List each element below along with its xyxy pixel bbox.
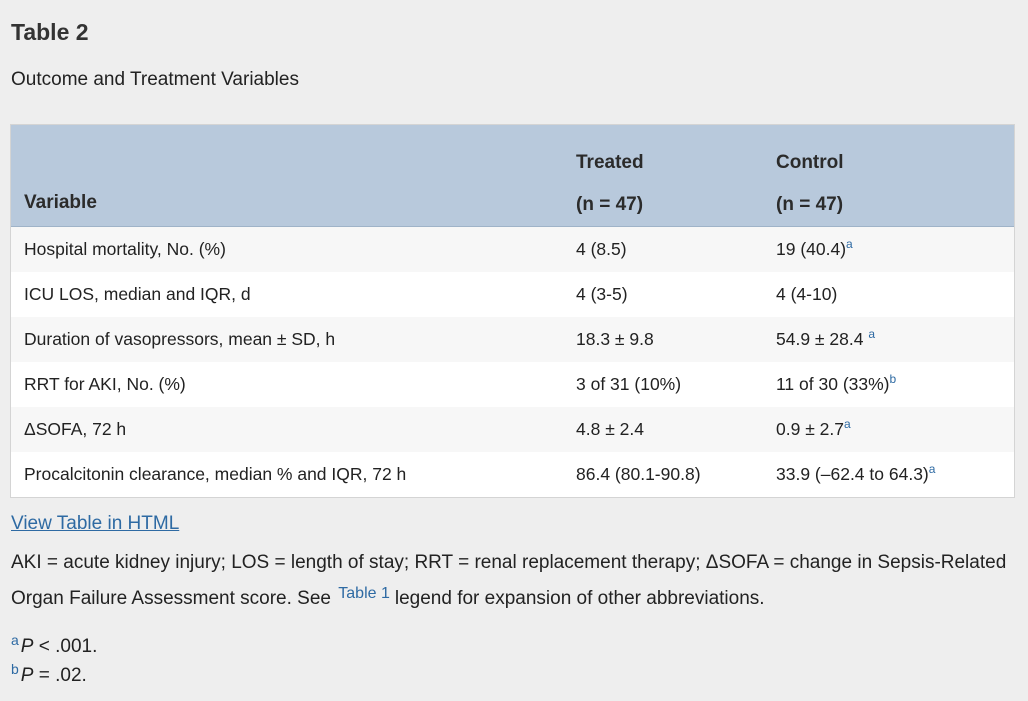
table-title: Table 2 xyxy=(11,19,89,45)
variable-header-label: Variable xyxy=(24,192,97,213)
header-row: Variable Treated (n = 47) Control (n = 4… xyxy=(11,125,1014,227)
data-table: Variable Treated (n = 47) Control (n = 4… xyxy=(11,125,1014,497)
cell-variable: RRT for AKI, No. (%) xyxy=(24,374,186,394)
cell-variable: ICU LOS, median and IQR, d xyxy=(24,284,251,304)
cell-treated: 4 (8.5) xyxy=(576,239,627,259)
column-header-variable: Variable xyxy=(11,125,576,227)
cell-treated: 4.8 ± 2.4 xyxy=(576,419,644,439)
cell-treated: 3 of 31 (10%) xyxy=(576,374,682,394)
cell-variable: Hospital mortality, No. (%) xyxy=(24,239,226,259)
column-header-control: Control (n = 47) xyxy=(776,125,1014,227)
view-table-html-link[interactable]: View Table in HTML xyxy=(11,513,180,534)
control-header-label: Control xyxy=(776,152,844,173)
footnote-marker[interactable]: a xyxy=(846,237,853,251)
table-row: Procalcitonin clearance, median % and IQ… xyxy=(11,452,1014,497)
footnote-mark: a xyxy=(11,632,19,648)
footnote-marker[interactable]: a xyxy=(928,462,936,476)
footnote-marker[interactable]: a xyxy=(868,327,875,341)
control-header-count: (n = 47) xyxy=(776,194,844,215)
footnote-text: < .001. xyxy=(33,636,98,657)
table-1-link[interactable]: Table 1 xyxy=(338,585,390,602)
control-value: 54.9 ± 28.4 xyxy=(776,329,869,349)
control-value: 11 of 30 (33%) xyxy=(776,374,890,394)
outcome-table: Variable Treated (n = 47) Control (n = 4… xyxy=(10,124,1015,498)
cell-treated: 86.4 (80.1-90.8) xyxy=(576,464,701,484)
footnote-text: = .02. xyxy=(33,665,87,686)
cell-control: 0.9 ± 2.7a xyxy=(776,407,1014,452)
cell-control: 11 of 30 (33%)b xyxy=(776,362,1014,407)
treated-header-label: Treated xyxy=(576,152,644,173)
control-value: 19 (40.4) xyxy=(776,239,847,259)
cell-treated: 18.3 ± 9.8 xyxy=(576,329,654,349)
cell-variable: Duration of vasopressors, mean ± SD, h xyxy=(24,329,336,349)
footnote-mark: b xyxy=(11,661,19,677)
table-row: ICU LOS, median and IQR, d 4 (3-5) 4 (4-… xyxy=(11,272,1014,317)
legend-text-after: legend for expansion of other abbreviati… xyxy=(394,588,765,609)
cell-control: 33.9 (–62.4 to 64.3)a xyxy=(776,452,1014,497)
control-value: 4 (4-10) xyxy=(776,284,838,304)
cell-control: 54.9 ± 28.4 a xyxy=(776,317,1014,362)
table-subtitle: Outcome and Treatment Variables xyxy=(11,69,299,90)
treated-header-count: (n = 47) xyxy=(576,194,644,215)
table-row: Hospital mortality, No. (%) 4 (8.5) 19 (… xyxy=(11,226,1014,273)
footnote-marker[interactable]: b xyxy=(889,372,897,386)
cell-control: 4 (4-10) xyxy=(776,272,1014,317)
cell-variable: ΔSOFA, 72 h xyxy=(24,419,127,439)
cell-control: 19 (40.4)a xyxy=(776,227,1014,273)
table-row: RRT for AKI, No. (%) 3 of 31 (10%) 11 of… xyxy=(11,362,1014,407)
legend-text: AKI = acute kidney injury; LOS = length … xyxy=(11,552,1007,609)
p-value-label: P xyxy=(20,665,34,686)
control-value: 33.9 (–62.4 to 64.3) xyxy=(776,464,929,484)
control-value: 0.9 ± 2.7 xyxy=(776,419,844,439)
column-header-treated: Treated (n = 47) xyxy=(576,125,776,227)
p-value-label: P xyxy=(20,636,34,657)
table-row: Duration of vasopressors, mean ± SD, h 1… xyxy=(11,317,1014,362)
cell-treated: 4 (3-5) xyxy=(576,284,628,304)
footnote-marker[interactable]: a xyxy=(843,417,851,431)
table-row: ΔSOFA, 72 h 4.8 ± 2.4 0.9 ± 2.7a xyxy=(11,407,1014,452)
cell-variable: Procalcitonin clearance, median % and IQ… xyxy=(24,464,407,484)
table-legend: AKI = acute kidney injury; LOS = length … xyxy=(11,547,1016,614)
